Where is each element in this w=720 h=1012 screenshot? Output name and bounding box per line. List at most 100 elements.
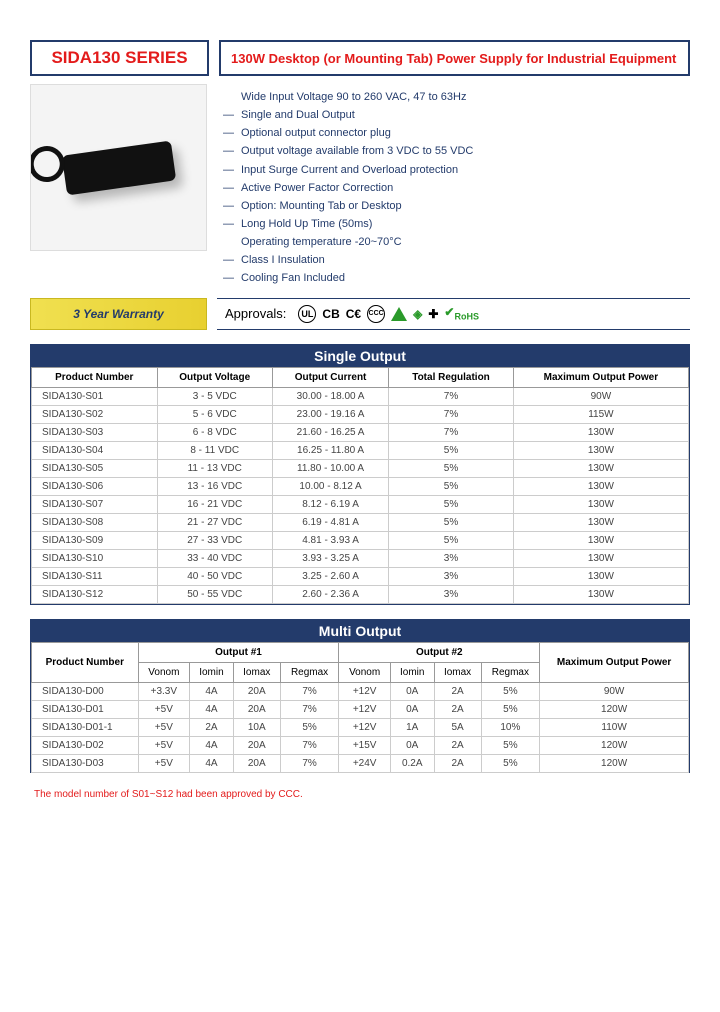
sub-column-header: Iomax (233, 662, 280, 682)
table-row: SIDA130-D02+5V4A20A7%+15V0A2A5%120W (32, 736, 689, 754)
table-cell: 23.00 - 19.16 A (272, 405, 388, 423)
table-cell: 16 - 21 VDC (157, 495, 272, 513)
table-cell: 3.93 - 3.25 A (272, 549, 388, 567)
sub-column-header: Iomax (434, 662, 481, 682)
table-cell: SIDA130-S12 (32, 585, 158, 603)
table-row: SIDA130-S0927 - 33 VDC4.81 - 3.93 A5%130… (32, 531, 689, 549)
table-cell: +5V (138, 718, 190, 736)
warranty-badge: 3 Year Warranty (30, 298, 207, 330)
table-cell: 6 - 8 VDC (157, 423, 272, 441)
table-row: SIDA130-S0821 - 27 VDC6.19 - 4.81 A5%130… (32, 513, 689, 531)
table-cell: 8.12 - 6.19 A (272, 495, 388, 513)
triangle-cert-icon (391, 307, 407, 321)
table-cell: 3% (389, 585, 514, 603)
table-cell: SIDA130-S05 (32, 459, 158, 477)
table-cell: 7% (280, 754, 339, 772)
table-cell: SIDA130-S06 (32, 477, 158, 495)
column-header: Maximum Output Power (513, 367, 688, 387)
column-header: Maximum Output Power (540, 642, 689, 682)
table-cell: 5% (389, 441, 514, 459)
table-cell: +3.3V (138, 682, 190, 700)
table-cell: 50 - 55 VDC (157, 585, 272, 603)
table-cell: 8 - 11 VDC (157, 441, 272, 459)
feature-item: Output voltage available from 3 VDC to 5… (223, 142, 690, 160)
diamond-cert-icon: ◈ (413, 307, 422, 321)
feature-item: Long Hold Up Time (50ms) (223, 215, 690, 233)
table-cell: SIDA130-S09 (32, 531, 158, 549)
table-row: SIDA130-D01-1+5V2A10A5%+12V1A5A10%110W (32, 718, 689, 736)
column-header: Product Number (32, 642, 139, 682)
table-cell: 20A (233, 754, 280, 772)
approvals-bar: Approvals: UL CB C€ CCC ◈ ✚ ✔RoHS (217, 298, 690, 330)
table-cell: 130W (513, 423, 688, 441)
table-cell: 7% (280, 700, 339, 718)
table-cell: 3 - 5 VDC (157, 387, 272, 405)
feature-item: Active Power Factor Correction (223, 179, 690, 197)
table-cell: SIDA130-D02 (32, 736, 139, 754)
title-box: 130W Desktop (or Mounting Tab) Power Sup… (219, 40, 690, 76)
multi-table-title: Multi Output (31, 620, 689, 642)
table-cell: 130W (513, 567, 688, 585)
table-cell: 130W (513, 495, 688, 513)
column-header: Output #1 (138, 642, 339, 662)
table-row: SIDA130-S1033 - 40 VDC3.93 - 3.25 A3%130… (32, 549, 689, 567)
multi-output-table: Multi Output Product NumberOutput #1Outp… (30, 619, 690, 773)
sub-column-header: Vonom (339, 662, 391, 682)
image-column (30, 84, 205, 292)
table-cell: 7% (280, 682, 339, 700)
table-row: SIDA130-S0613 - 16 VDC10.00 - 8.12 A5%13… (32, 477, 689, 495)
feature-item: Input Surge Current and Overload protect… (223, 161, 690, 179)
feature-item: Option: Mounting Tab or Desktop (223, 197, 690, 215)
table-cell: SIDA130-S04 (32, 441, 158, 459)
ccc-footnote: The model number of S01~S12 had been app… (30, 787, 690, 800)
table-cell: 30.00 - 18.00 A (272, 387, 388, 405)
table-cell: 5% (389, 513, 514, 531)
table-cell: 21 - 27 VDC (157, 513, 272, 531)
table-cell: 120W (540, 700, 689, 718)
mid-row: Wide Input Voltage 90 to 260 VAC, 47 to … (30, 84, 690, 292)
table-cell: +24V (339, 754, 391, 772)
feature-item: Wide Input Voltage 90 to 260 VAC, 47 to … (223, 88, 690, 106)
table-cell: SIDA130-S02 (32, 405, 158, 423)
approvals-label: Approvals: (225, 306, 286, 321)
table-cell: 2.60 - 2.36 A (272, 585, 388, 603)
table-cell: 13 - 16 VDC (157, 477, 272, 495)
feature-item: Cooling Fan Included (223, 269, 690, 287)
table-row: SIDA130-S0716 - 21 VDC8.12 - 6.19 A5%130… (32, 495, 689, 513)
table-cell: 33 - 40 VDC (157, 549, 272, 567)
table-cell: 110W (540, 718, 689, 736)
table-cell: 5% (481, 736, 540, 754)
table-cell: 1A (390, 718, 434, 736)
table-cell: +5V (138, 736, 190, 754)
sub-column-header: Regmax (280, 662, 339, 682)
feature-item: Single and Dual Output (223, 106, 690, 124)
table-cell: 2A (434, 736, 481, 754)
table-cell: 130W (513, 459, 688, 477)
table-cell: SIDA130-S10 (32, 549, 158, 567)
table-cell: 5% (481, 700, 540, 718)
table-cell: 5% (389, 459, 514, 477)
table-cell: 120W (540, 736, 689, 754)
sub-column-header: Iomin (390, 662, 434, 682)
sub-column-header: Iomin (190, 662, 234, 682)
table-cell: 5A (434, 718, 481, 736)
table-cell: 2A (434, 700, 481, 718)
sub-column-header: Vonom (138, 662, 190, 682)
table-cell: 2A (434, 682, 481, 700)
table-cell: SIDA130-S03 (32, 423, 158, 441)
table-cell: +12V (339, 700, 391, 718)
table-cell: 7% (389, 387, 514, 405)
feature-list: Wide Input Voltage 90 to 260 VAC, 47 to … (215, 84, 690, 292)
table-row: SIDA130-S1250 - 55 VDC2.60 - 2.36 A3%130… (32, 585, 689, 603)
table-cell: 0.2A (390, 754, 434, 772)
table-cell: 5% (481, 682, 540, 700)
table-cell: 5% (389, 531, 514, 549)
header-row: SIDA130 SERIES 130W Desktop (or Mounting… (30, 40, 690, 76)
table-cell: 27 - 33 VDC (157, 531, 272, 549)
table-cell: 4A (190, 736, 234, 754)
column-header: Output Voltage (157, 367, 272, 387)
single-table: Product NumberOutput VoltageOutput Curre… (31, 367, 689, 604)
multi-table: Product NumberOutput #1Output #2Maximum … (31, 642, 689, 773)
table-cell: SIDA130-S08 (32, 513, 158, 531)
table-cell: 5% (389, 477, 514, 495)
